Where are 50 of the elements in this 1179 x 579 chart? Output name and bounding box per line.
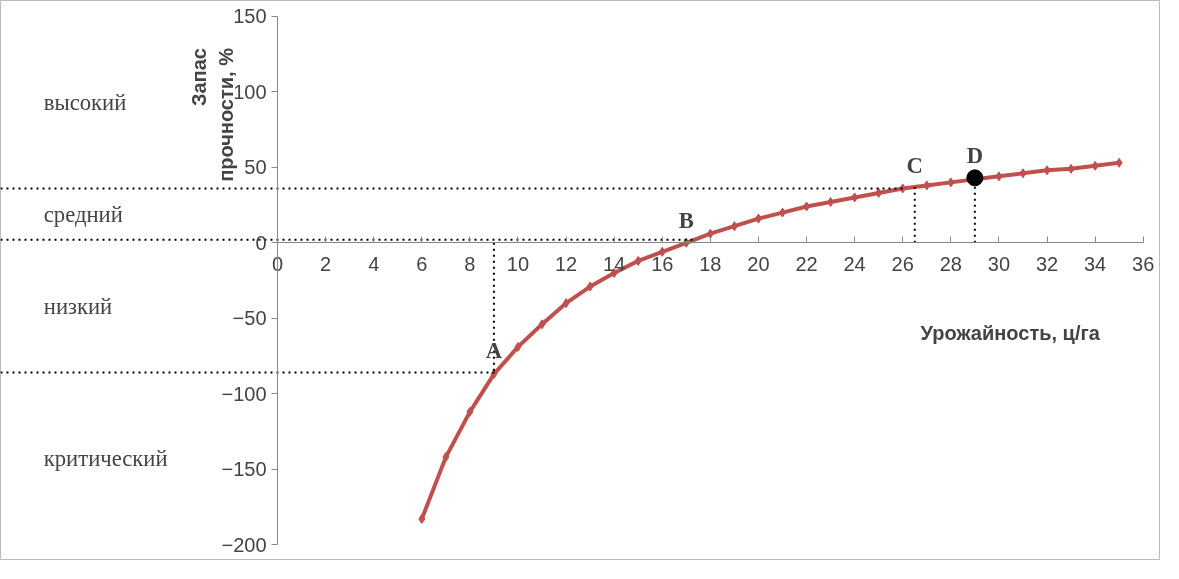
y-tick-label: −200: [221, 533, 267, 556]
text: высокий: [43, 89, 127, 115]
x-tick-label: 12: [554, 252, 578, 275]
x-tick-label: 34: [1083, 252, 1107, 275]
point: [514, 341, 522, 352]
x-tick-label: 18: [699, 252, 722, 275]
point: [466, 406, 474, 417]
x-tick-label: 36: [1132, 252, 1155, 275]
point: [778, 207, 786, 218]
text: средний: [43, 201, 123, 227]
x-tick-label: 6: [416, 252, 428, 275]
x-tick-label: 16: [651, 252, 674, 275]
x-tick-label: 30: [987, 252, 1011, 275]
text: низкий: [43, 293, 113, 319]
point: [658, 246, 666, 257]
y-tick-label: 50: [244, 156, 267, 179]
annotation: C: [906, 153, 923, 179]
x-tick-label: 24: [843, 252, 866, 275]
point: [966, 169, 984, 187]
point: [538, 319, 546, 330]
annotation: B: [678, 207, 694, 233]
annotation: A: [485, 337, 503, 363]
point: [706, 228, 714, 239]
annotation: D: [966, 142, 984, 168]
x-tick-label: 2: [320, 252, 332, 275]
x-tick-label: 22: [795, 252, 818, 275]
point: [754, 213, 762, 224]
y-tick-label: −50: [232, 307, 267, 330]
y-tick-label: −100: [221, 382, 267, 405]
x-tick-label: 14: [603, 252, 626, 275]
text: критический: [43, 446, 168, 472]
x-tick-label: 28: [939, 252, 962, 275]
point: [562, 298, 570, 309]
x-tick-label: 20: [747, 252, 770, 275]
point: [827, 197, 835, 208]
y-tick-label: 150: [233, 5, 267, 28]
y-tick-label: 0: [255, 231, 267, 254]
x-tick-label: 8: [464, 252, 476, 275]
x-tick-label: 4: [368, 252, 380, 275]
y-tick-label: −150: [221, 458, 267, 481]
x-tick-label: 10: [506, 252, 530, 275]
point: [634, 255, 642, 266]
x-tick-label: 32: [1035, 252, 1059, 275]
point: [442, 452, 450, 463]
point: [947, 177, 955, 188]
point: [418, 513, 426, 524]
x-axis-title: Урожайность, ц/га: [920, 321, 1101, 344]
x-tick-label: 26: [891, 252, 914, 275]
point: [586, 281, 594, 292]
point: [875, 187, 883, 198]
